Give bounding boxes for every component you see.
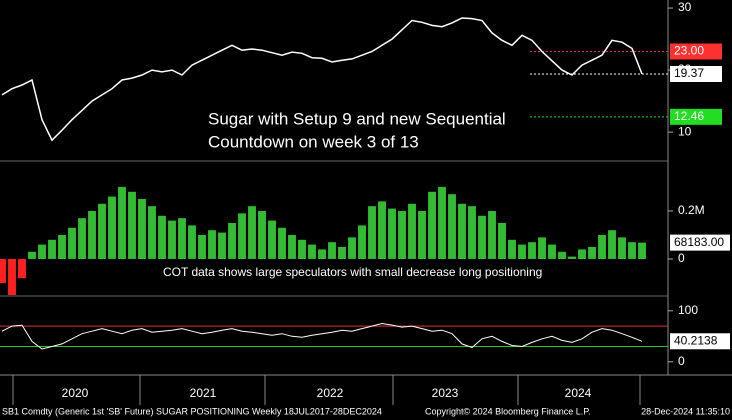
bar <box>78 218 86 259</box>
line <box>1 17 643 142</box>
footer-right: 28-Dec-2024 11:35:10 <box>641 406 730 416</box>
bar <box>0 258 6 283</box>
bar <box>48 239 56 259</box>
bar <box>448 194 456 259</box>
bar <box>178 218 186 259</box>
bar <box>388 208 396 259</box>
bar <box>558 251 566 259</box>
bar <box>248 206 256 259</box>
bar <box>628 242 636 259</box>
bar <box>138 198 146 259</box>
y-tick-label: 100 <box>678 303 698 317</box>
x-tick-label: 2022 <box>317 386 344 400</box>
bar <box>108 196 116 259</box>
bar <box>168 220 176 259</box>
y-tick-label: 0 <box>678 354 685 368</box>
last-label: 40.2138 <box>674 333 718 347</box>
bar <box>458 203 466 259</box>
bar <box>368 206 376 259</box>
bar <box>38 244 46 259</box>
bar <box>438 186 446 259</box>
bar <box>188 225 196 259</box>
y-tick-label: 30 <box>678 0 692 14</box>
bar <box>608 230 616 259</box>
x-tick-label: 2021 <box>190 386 217 400</box>
bar <box>208 230 216 259</box>
bar <box>288 234 296 259</box>
bar <box>398 210 406 259</box>
bar <box>568 256 576 259</box>
bar <box>378 201 386 259</box>
bar <box>328 242 336 259</box>
y-tick-label: 10 <box>678 124 692 138</box>
x-tick-label: 2024 <box>565 386 592 400</box>
bar <box>548 244 556 259</box>
footer-center: Copyright© 2024 Bloomberg Finance L.P. <box>425 406 591 416</box>
bar <box>158 215 166 259</box>
level-label: 12.46 <box>674 109 704 123</box>
level-label: 23.00 <box>674 44 704 58</box>
bar <box>278 227 286 259</box>
annotation: Sugar with Setup 9 and new Sequential <box>208 109 506 128</box>
bar <box>298 239 306 259</box>
bar <box>508 239 516 259</box>
bar <box>428 191 436 259</box>
bar <box>198 234 206 259</box>
footer-left: SB1 Comdty (Generic 1st 'SB' Future) SUG… <box>2 406 382 416</box>
bar <box>18 258 26 279</box>
bar <box>8 258 16 295</box>
x-tick-label: 2023 <box>432 386 459 400</box>
bar <box>58 234 66 259</box>
bar <box>598 234 606 259</box>
bar <box>498 222 506 259</box>
annotation: Countdown on week 3 of 13 <box>208 132 419 151</box>
annotation: COT data shows large speculators with sm… <box>163 265 542 279</box>
bar <box>528 242 536 259</box>
bar <box>418 210 426 259</box>
bar <box>408 203 416 259</box>
bar <box>618 237 626 259</box>
line <box>1 322 643 350</box>
bar <box>28 251 36 259</box>
level-label: 19.37 <box>674 66 704 80</box>
y-tick-label: 0.2M <box>678 203 705 217</box>
bar <box>338 246 346 259</box>
bar <box>318 249 326 259</box>
last-box <box>670 333 730 350</box>
bar <box>538 237 546 259</box>
last-box <box>670 234 730 251</box>
level-box <box>670 43 722 60</box>
y-tick-label: 0 <box>678 251 685 265</box>
bar <box>478 215 486 259</box>
bar <box>348 237 356 259</box>
bar <box>578 249 586 259</box>
bar <box>358 225 366 259</box>
bar <box>238 213 246 259</box>
bar <box>118 186 126 259</box>
bar <box>518 244 526 259</box>
bar <box>228 222 236 259</box>
x-tick-label: 2020 <box>62 386 89 400</box>
bar <box>588 246 596 259</box>
bar <box>638 242 646 259</box>
level-box <box>670 108 722 125</box>
bar <box>68 227 76 259</box>
bar <box>148 206 156 259</box>
bar <box>268 220 276 259</box>
level-box <box>670 65 722 82</box>
bar <box>488 210 496 259</box>
bar <box>308 244 316 259</box>
bar <box>88 210 96 259</box>
bar <box>468 206 476 259</box>
last-label: 68183.00 <box>674 235 724 249</box>
bar <box>128 191 136 259</box>
bar <box>98 203 106 259</box>
bar <box>258 210 266 259</box>
bar <box>218 232 226 259</box>
